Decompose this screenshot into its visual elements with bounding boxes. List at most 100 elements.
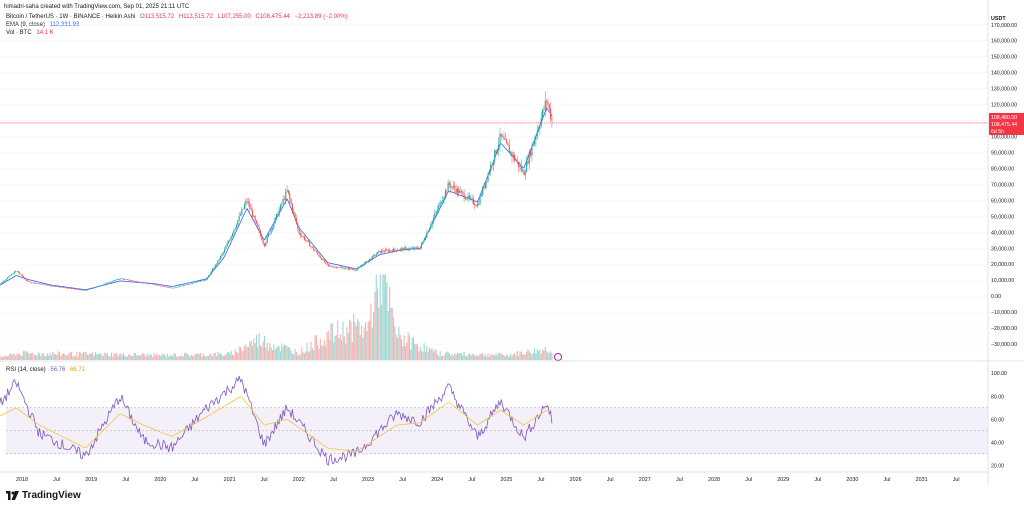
candle-body (536, 130, 538, 137)
candle-body (237, 220, 239, 226)
candle-body (48, 285, 50, 286)
candle-body (527, 161, 529, 164)
volume-bar (454, 353, 456, 360)
candle-body (33, 282, 35, 284)
volume-bar (109, 356, 111, 360)
candle-body (309, 241, 311, 247)
volume-bar (50, 355, 53, 360)
candle-body (490, 165, 492, 172)
candle-body (43, 284, 45, 285)
volume-bar (16, 354, 18, 360)
candle-body (37, 283, 39, 284)
candle-body (500, 133, 502, 136)
event-marker-icon[interactable] (554, 353, 562, 361)
volume-bar (212, 356, 214, 360)
candle-body (178, 286, 180, 287)
volume-bar (420, 350, 423, 360)
candle-body (424, 237, 427, 240)
volume-bar (378, 307, 380, 360)
volume-bar (550, 351, 552, 360)
candle-body (487, 173, 489, 182)
volume-bar (120, 353, 122, 360)
price-tick-label: 130,000.00 (991, 87, 1017, 93)
candle-body (233, 229, 235, 234)
volume-bar (90, 353, 93, 360)
volume-bar (116, 353, 118, 360)
volume-bar (351, 342, 353, 360)
chart-canvas[interactable]: −30,000.00 −20,000.00 −10,000.00 0.00 10,000… (0, 0, 1024, 485)
candle-body (206, 277, 208, 280)
candle-body (419, 247, 421, 250)
volume-bar (370, 303, 372, 360)
volume-bar (152, 357, 154, 360)
candle-body (198, 281, 200, 282)
candle-body (482, 187, 484, 196)
volume-bar (440, 356, 443, 360)
candle-body (197, 281, 199, 283)
candle-body (279, 204, 281, 210)
volume-bar (287, 347, 289, 360)
volume-bar (362, 337, 364, 360)
candle-body (16, 270, 18, 272)
legend-vol-row[interactable]: Vol · BTC 14.1 K (6, 30, 57, 36)
volume-bar (500, 353, 502, 360)
volume-bar (377, 288, 379, 360)
candle-body (149, 283, 151, 285)
candle-body (342, 267, 344, 269)
rsi-ma-line (0, 396, 552, 452)
time-tick-label: Jul (538, 477, 545, 483)
volume-bar (540, 353, 542, 360)
volume-bar (73, 355, 75, 360)
candle-body (49, 285, 51, 287)
volume-bar (214, 352, 216, 360)
volume-bar (122, 352, 124, 360)
candle-body (182, 285, 184, 286)
volume-bar (141, 353, 143, 360)
volume-bar (37, 352, 39, 360)
volume-bar (136, 355, 138, 360)
volume-bar (514, 353, 516, 360)
volume-bar (27, 351, 29, 360)
candle-body (234, 227, 236, 230)
candle-body (317, 252, 319, 255)
volume-bar (467, 354, 469, 360)
candle-body (274, 217, 276, 224)
time-tick-label: Jul (607, 477, 614, 483)
candle-body (186, 284, 188, 285)
candle-body (269, 233, 271, 235)
volume-bar (189, 356, 191, 360)
candle-body (338, 267, 340, 268)
candle-body (231, 233, 234, 237)
candle-body (106, 282, 108, 284)
volume-bar (534, 348, 536, 360)
candle-body (243, 204, 246, 209)
volume-bar (235, 352, 238, 360)
candle-body (540, 117, 542, 126)
volume-bar (234, 348, 236, 360)
candle-body (476, 204, 478, 207)
price-gridlines (0, 24, 988, 345)
volume-bar (197, 353, 199, 360)
candle-body (538, 128, 540, 131)
candle-body (235, 225, 238, 228)
volume-bar (432, 352, 435, 360)
volume-bar (227, 351, 230, 360)
volume-bar (491, 354, 493, 360)
candle-body (52, 285, 54, 287)
volume-bar (98, 353, 101, 360)
legend-rsi-row[interactable]: RSI (14, close) 56.76 66.71 (6, 367, 88, 373)
candle-body (153, 284, 155, 286)
brand-logo[interactable]: TradingView (6, 490, 81, 501)
volume-bar (7, 356, 9, 360)
volume-bar (516, 350, 518, 360)
candle-body (242, 208, 244, 210)
volume-bar (223, 355, 226, 360)
candle-body (528, 151, 530, 164)
candle-body (506, 139, 508, 144)
candle-body (138, 282, 140, 283)
candle-body (263, 243, 266, 246)
volume-bar (325, 345, 327, 360)
candle-body (205, 279, 207, 281)
volume-bar (416, 344, 419, 360)
candle-body (133, 280, 135, 282)
